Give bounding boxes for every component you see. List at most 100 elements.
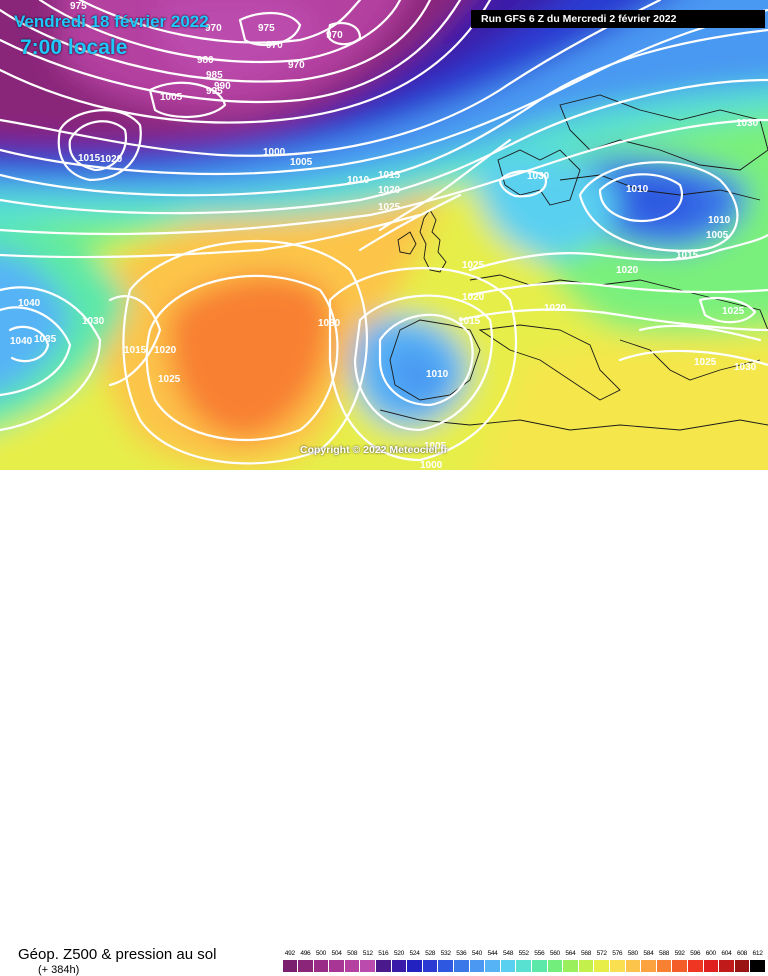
isobar-label: 995: [206, 86, 223, 97]
scale-step: 520: [391, 948, 407, 974]
scale-swatch: [719, 960, 734, 972]
scale-value: 608: [736, 950, 748, 957]
isobar-label: 1040: [18, 298, 41, 309]
scale-value: 536: [456, 950, 467, 957]
scale-step: 612: [750, 948, 766, 974]
isobar-label: 1025: [722, 306, 745, 317]
scale-swatch: [298, 960, 313, 972]
geopotential-field: [0, 0, 768, 470]
isobar-label: 1020: [100, 154, 123, 165]
scale-swatch: [282, 960, 298, 972]
scale-swatch: [454, 960, 469, 972]
scale-step: 608: [734, 948, 750, 974]
scale-step: 584: [641, 948, 657, 974]
scale-step: 588: [656, 948, 672, 974]
isobar-label: 1010: [626, 184, 649, 195]
isobar-label: 1005: [160, 92, 183, 103]
scale-value: 564: [565, 950, 576, 957]
isobar-label: 970: [205, 23, 222, 34]
scale-value: 496: [300, 950, 311, 957]
scale-value: 552: [518, 950, 529, 957]
isobar-label: 1025: [462, 260, 485, 271]
lead-time: (+ 384h): [38, 964, 80, 976]
scale-swatch: [313, 960, 329, 972]
scale-value: 508: [347, 950, 358, 957]
scale-step: 540: [469, 948, 485, 974]
scale-value: 520: [393, 950, 404, 957]
map-canvas: 975 970 975 970 970 980 985 990 995 970 …: [0, 0, 768, 470]
scale-swatch: [672, 960, 687, 972]
scale-step: 600: [703, 948, 719, 974]
isobar-label: 1025: [694, 357, 717, 368]
color-scale: 492 496 500 504 508 512 516 520 524 528 532 536 540 5…: [282, 948, 765, 974]
scale-value: 500: [315, 950, 327, 957]
scale-step: 504: [329, 948, 345, 974]
scale-swatch: [516, 960, 531, 972]
scale-value: 580: [627, 950, 638, 957]
scale-value: 588: [658, 950, 670, 957]
scale-step: 524: [407, 948, 423, 974]
scale-value: 600: [705, 950, 716, 957]
isobar-label: 1005: [290, 157, 313, 168]
scale-swatch: [485, 960, 500, 972]
scale-step: 512: [360, 948, 376, 974]
scale-step: 592: [672, 948, 688, 974]
isobar-label: 1035: [34, 334, 57, 345]
scale-swatch: [500, 960, 516, 972]
scale-value: 528: [425, 950, 436, 957]
isobar-label: 1040: [10, 336, 33, 347]
scale-step: 604: [719, 948, 735, 974]
scale-swatch: [344, 960, 360, 972]
scale-step: 564: [563, 948, 579, 974]
scale-swatch: [469, 960, 485, 972]
scale-value: 568: [581, 950, 592, 957]
isobar-label: 1020: [616, 265, 639, 276]
scale-step: 508: [344, 948, 360, 974]
isobar-label: 970: [326, 30, 343, 41]
isobar-label: 1015: [78, 153, 101, 164]
isobar-label: 980: [197, 55, 214, 66]
scale-step: 516: [376, 948, 392, 974]
isobar-label: 1025: [158, 374, 181, 385]
scale-swatch: [438, 960, 454, 972]
isobar-label: 1015: [676, 250, 699, 261]
isobar-label: 985: [206, 70, 223, 81]
isobar-label: 1030: [527, 171, 550, 182]
scale-swatch: [734, 960, 750, 972]
forecast-time: 7:00 locale: [20, 36, 128, 59]
isobar-label: 1010: [347, 175, 370, 186]
scale-value: 492: [284, 950, 295, 957]
isobar-label: 1005: [424, 441, 447, 452]
scale-value: 596: [690, 950, 701, 957]
scale-step: 496: [298, 948, 314, 974]
scale-value: 504: [331, 950, 342, 957]
isobar-label: 1000: [263, 147, 286, 158]
isobar-label: 975: [258, 23, 275, 34]
scale-swatch: [578, 960, 594, 972]
scale-swatch: [376, 960, 391, 972]
scale-value: 516: [378, 950, 389, 957]
scale-swatch: [407, 960, 422, 972]
scale-step: 572: [594, 948, 610, 974]
isobar-label: 1010: [708, 215, 731, 226]
scale-step: 544: [485, 948, 501, 974]
scale-step: 556: [532, 948, 548, 974]
isobar-label: 970: [266, 40, 283, 51]
scale-swatch: [422, 960, 438, 972]
scale-value: 556: [534, 950, 545, 957]
isobar-label: 1030: [736, 118, 759, 129]
scale-value: 548: [503, 950, 514, 957]
run-info: Run GFS 6 Z du Mercredi 2 février 2022: [471, 10, 765, 28]
isobar-label: 990: [214, 81, 231, 92]
scale-swatch: [329, 960, 344, 972]
product-title: Géop. Z500 & pression au sol: [18, 946, 217, 963]
scale-step: 596: [687, 948, 703, 974]
scale-value: 532: [440, 950, 451, 957]
scale-step: 560: [547, 948, 563, 974]
scale-swatch: [547, 960, 563, 972]
scale-swatch: [360, 960, 376, 972]
scale-value: 612: [752, 950, 763, 957]
legend-bar: Géop. Z500 & pression au sol (+ 384h) 49…: [0, 470, 768, 976]
scale-swatch: [641, 960, 656, 972]
coastlines: [379, 94, 768, 431]
